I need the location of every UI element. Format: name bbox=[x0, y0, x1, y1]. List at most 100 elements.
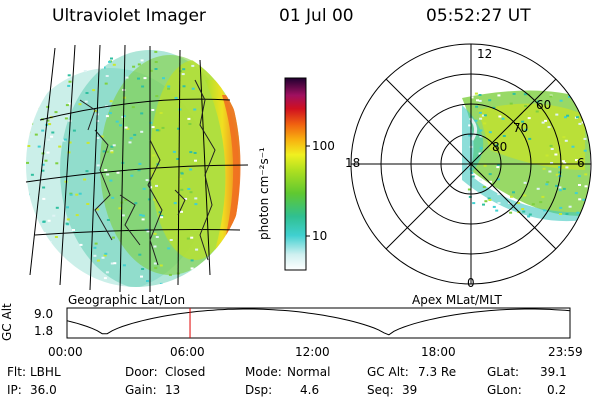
pixel-speckle bbox=[472, 202, 476, 205]
pixel-speckle bbox=[187, 188, 191, 190]
pixel-speckle bbox=[523, 181, 527, 184]
pixel-speckle bbox=[531, 203, 535, 206]
pixel-speckle bbox=[481, 114, 485, 117]
pixel-speckle bbox=[92, 89, 96, 92]
pixel-speckle bbox=[104, 252, 108, 255]
pixel-speckle bbox=[191, 87, 195, 90]
pixel-speckle bbox=[187, 117, 191, 120]
pixel-speckle bbox=[130, 174, 134, 177]
pixel-speckle bbox=[27, 226, 31, 229]
status-ip-value: 36.0 bbox=[30, 383, 57, 397]
pixel-speckle bbox=[194, 159, 197, 162]
pixel-speckle bbox=[474, 92, 478, 95]
pixel-speckle bbox=[484, 200, 488, 203]
pixel-speckle bbox=[37, 145, 41, 148]
pixel-speckle bbox=[146, 280, 149, 282]
pixel-speckle bbox=[578, 184, 581, 186]
pixel-speckle bbox=[571, 145, 575, 148]
pixel-speckle bbox=[124, 199, 128, 201]
pixel-speckle bbox=[128, 141, 132, 144]
pixel-speckle bbox=[39, 50, 43, 52]
mlt-label-12: 12 bbox=[477, 47, 493, 61]
status-gain-label: Gain: bbox=[125, 383, 157, 397]
pixel-speckle bbox=[116, 171, 120, 174]
pixel-speckle bbox=[483, 164, 487, 167]
pixel-speckle bbox=[30, 122, 34, 125]
pixel-speckle bbox=[131, 106, 135, 109]
pixel-speckle bbox=[158, 211, 162, 214]
pixel-speckle bbox=[143, 77, 147, 80]
pixel-speckle bbox=[105, 150, 109, 153]
pixel-speckle bbox=[78, 103, 82, 106]
pixel-speckle bbox=[111, 196, 115, 199]
pixel-speckle bbox=[193, 152, 197, 154]
pixel-speckle bbox=[119, 124, 122, 127]
mlat-label-70: 70 bbox=[513, 121, 529, 135]
pixel-speckle bbox=[157, 129, 161, 132]
pixel-speckle bbox=[66, 206, 69, 209]
pixel-speckle bbox=[82, 51, 86, 54]
pixel-speckle bbox=[582, 111, 586, 114]
pixel-speckle bbox=[154, 50, 158, 53]
pixel-speckle bbox=[583, 137, 587, 140]
pixel-speckle bbox=[194, 203, 198, 206]
pixel-speckle bbox=[40, 95, 44, 98]
pixel-speckle bbox=[79, 243, 83, 246]
pixel-speckle bbox=[54, 45, 58, 48]
pixel-speckle bbox=[476, 99, 479, 102]
status-seq-value: 39 bbox=[402, 383, 418, 397]
pixel-speckle bbox=[87, 63, 91, 66]
pixel-speckle bbox=[40, 61, 44, 64]
pixel-speckle bbox=[558, 189, 562, 192]
status-dsp-value: 4.6 bbox=[300, 383, 320, 397]
pixel-speckle bbox=[482, 203, 485, 206]
pixel-speckle bbox=[168, 273, 172, 276]
pixel-speckle bbox=[159, 264, 163, 267]
pixel-speckle bbox=[94, 242, 98, 245]
pixel-speckle bbox=[468, 134, 472, 137]
pixel-speckle bbox=[56, 61, 60, 64]
pixel-speckle bbox=[27, 131, 31, 134]
pixel-speckle bbox=[132, 65, 136, 68]
status-gcalt-label: GC Alt: bbox=[367, 365, 409, 379]
pixel-speckle bbox=[46, 105, 50, 108]
pixel-speckle bbox=[145, 179, 149, 182]
pixel-speckle bbox=[568, 205, 572, 208]
pixel-speckle bbox=[93, 110, 97, 112]
pixel-speckle bbox=[509, 211, 513, 214]
pixel-speckle bbox=[549, 95, 553, 98]
pixel-speckle bbox=[72, 129, 76, 132]
pixel-speckle bbox=[527, 215, 531, 218]
pixel-speckle bbox=[495, 209, 499, 212]
pixel-speckle bbox=[105, 75, 109, 77]
pixel-speckle bbox=[558, 171, 562, 174]
pixel-speckle bbox=[565, 166, 569, 169]
pixel-speckle bbox=[488, 173, 492, 176]
pixel-speckle bbox=[468, 191, 471, 194]
pixel-speckle bbox=[492, 106, 496, 109]
pixel-speckle bbox=[577, 175, 581, 178]
pixel-speckle bbox=[110, 57, 113, 60]
pixel-speckle bbox=[58, 145, 62, 148]
pixel-speckle bbox=[575, 116, 579, 119]
pixel-speckle bbox=[523, 93, 527, 96]
orbit-xtick-1800: 18:00 bbox=[421, 345, 456, 359]
pixel-speckle bbox=[195, 48, 199, 51]
pixel-speckle bbox=[535, 110, 539, 113]
pixel-speckle bbox=[190, 267, 194, 270]
pixel-speckle bbox=[180, 172, 184, 175]
pixel-speckle bbox=[468, 195, 472, 198]
orbit-ylabel: GC Alt bbox=[0, 303, 14, 341]
pixel-speckle bbox=[68, 80, 72, 83]
pixel-speckle bbox=[160, 216, 164, 219]
pixel-speckle bbox=[564, 116, 567, 119]
pixel-speckle bbox=[189, 151, 193, 154]
pixel-speckle bbox=[138, 162, 142, 165]
pixel-speckle bbox=[495, 144, 499, 147]
mlt-label-0: 0 bbox=[467, 276, 475, 290]
pixel-speckle bbox=[193, 108, 197, 111]
pixel-speckle bbox=[155, 236, 159, 238]
pixel-speckle bbox=[149, 121, 153, 124]
pixel-speckle bbox=[576, 211, 580, 214]
